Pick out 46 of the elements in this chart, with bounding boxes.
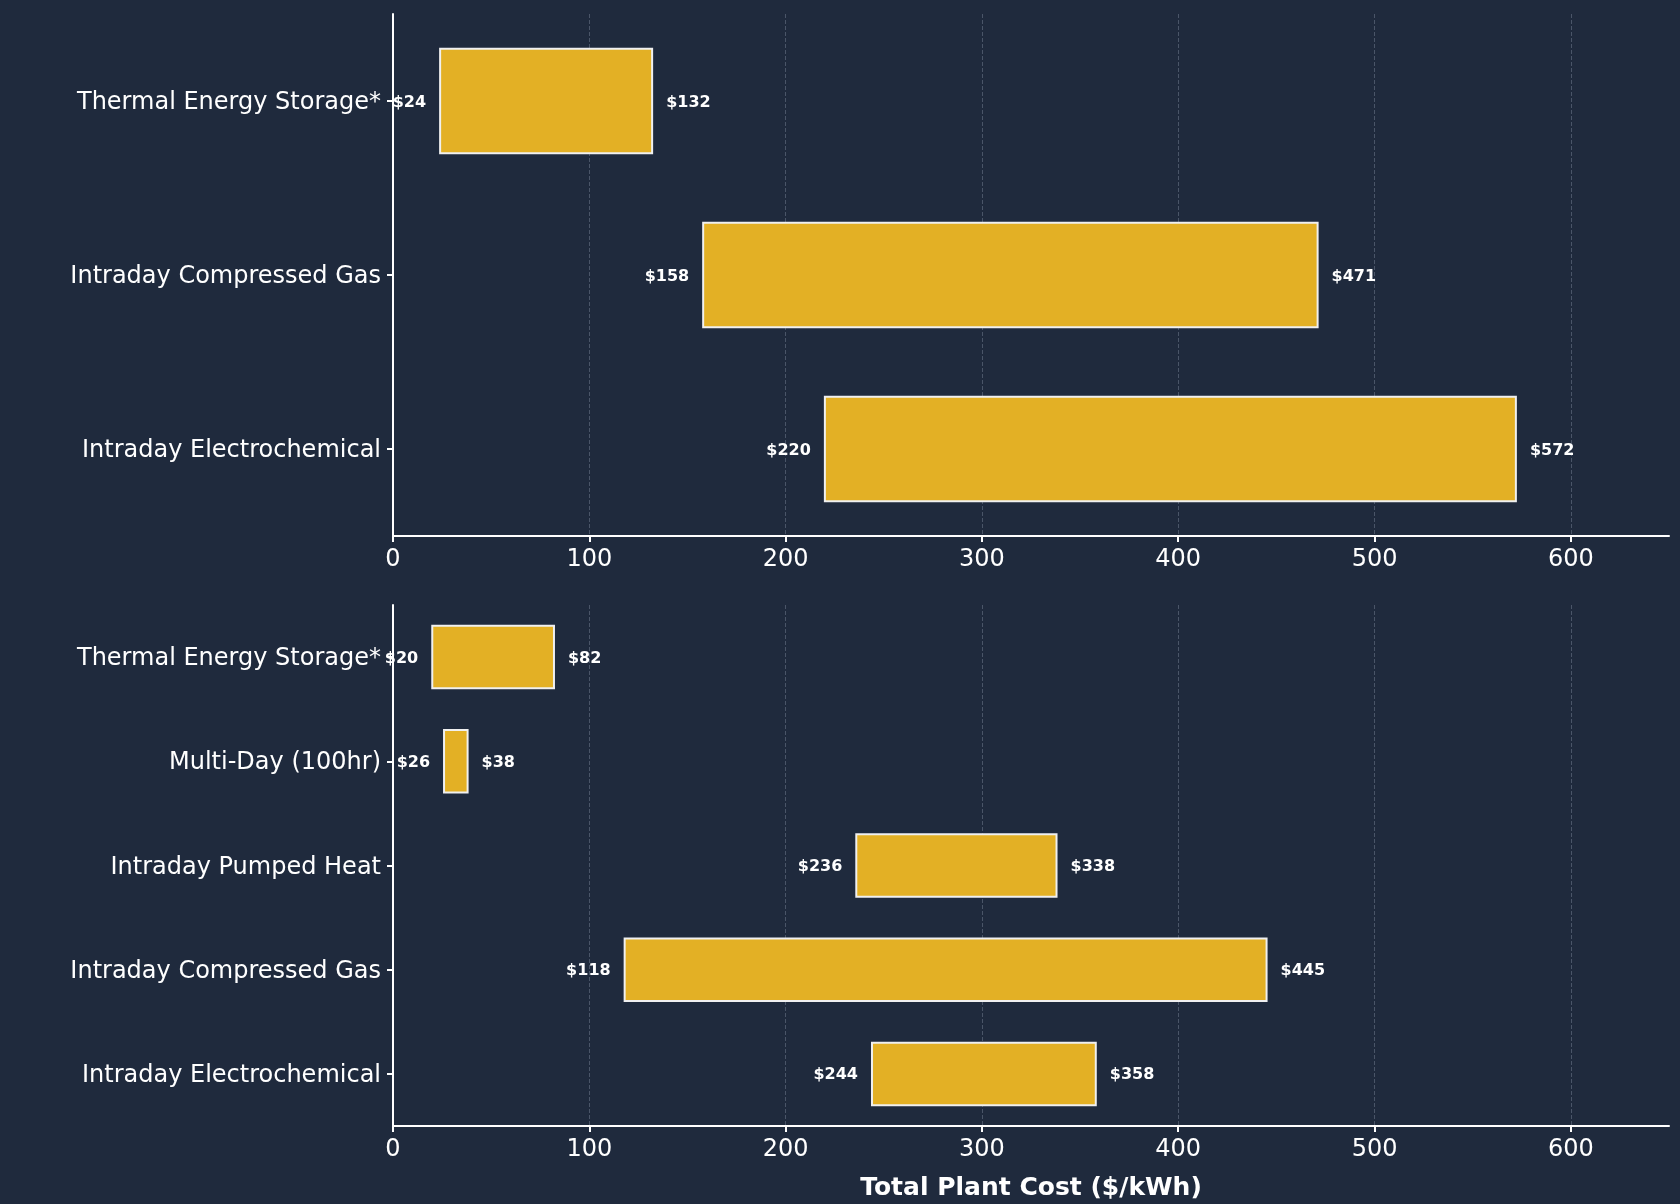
x-axis-title: Total Plant Cost ($/kWh) [860,1172,1202,1201]
annotation: $445 [1280,960,1326,980]
x-tick-label: 0 [385,1134,401,1162]
annotation: $24 [392,91,427,111]
bar [439,47,654,155]
x-tick-label: 0 [385,544,401,572]
annotation: $132 [666,91,711,111]
bar [870,1041,1097,1107]
x-tick-label: 100 [566,1134,613,1162]
annotation: $38 [481,751,515,771]
x-tick-label: 400 [1155,544,1202,572]
y-tick-label: Intraday Compressed Gas [70,955,381,984]
annotation: $26 [396,751,431,771]
bar [855,833,1058,898]
y-tick-label: Intraday Compressed Gas [70,261,381,289]
annotation: $358 [1109,1064,1155,1084]
bar [623,937,1268,1002]
bar [443,729,469,794]
x-tick-label: 500 [1351,544,1398,572]
bar [431,624,555,690]
x-tick-label: 200 [762,1134,809,1162]
annotation: $158 [644,265,690,285]
x-tick-label: 600 [1547,1134,1594,1162]
annotation: $236 [797,856,843,875]
x-tick-label: 400 [1155,1134,1202,1162]
y-tick-label: Thermal Energy Storage* [75,87,381,115]
annotation: $572 [1529,439,1575,459]
y-tick-label: Intraday Pumped Heat [110,851,381,880]
x-tick-label: 300 [959,1134,1005,1162]
y-tick-label: Intraday Electrochemical [81,435,381,463]
bar [702,221,1319,329]
y-tick-label: Intraday Electrochemical [81,1059,381,1088]
annotation: $118 [566,960,611,980]
x-tick-label: 300 [959,544,1005,572]
bar [823,395,1517,503]
annotation: $244 [813,1064,858,1084]
x-tick-label: 500 [1351,1134,1398,1162]
x-tick-label: 200 [762,544,809,572]
annotation: $338 [1070,856,1116,875]
x-tick-label: 600 [1547,544,1594,572]
annotation: $220 [766,439,811,459]
x-tick-label: 100 [566,544,613,572]
y-tick-label: Thermal Energy Storage* [75,643,381,672]
y-tick-label: Multi-Day (100hr) [169,747,381,776]
annotation: $82 [567,647,602,667]
annotation: $471 [1331,265,1377,285]
